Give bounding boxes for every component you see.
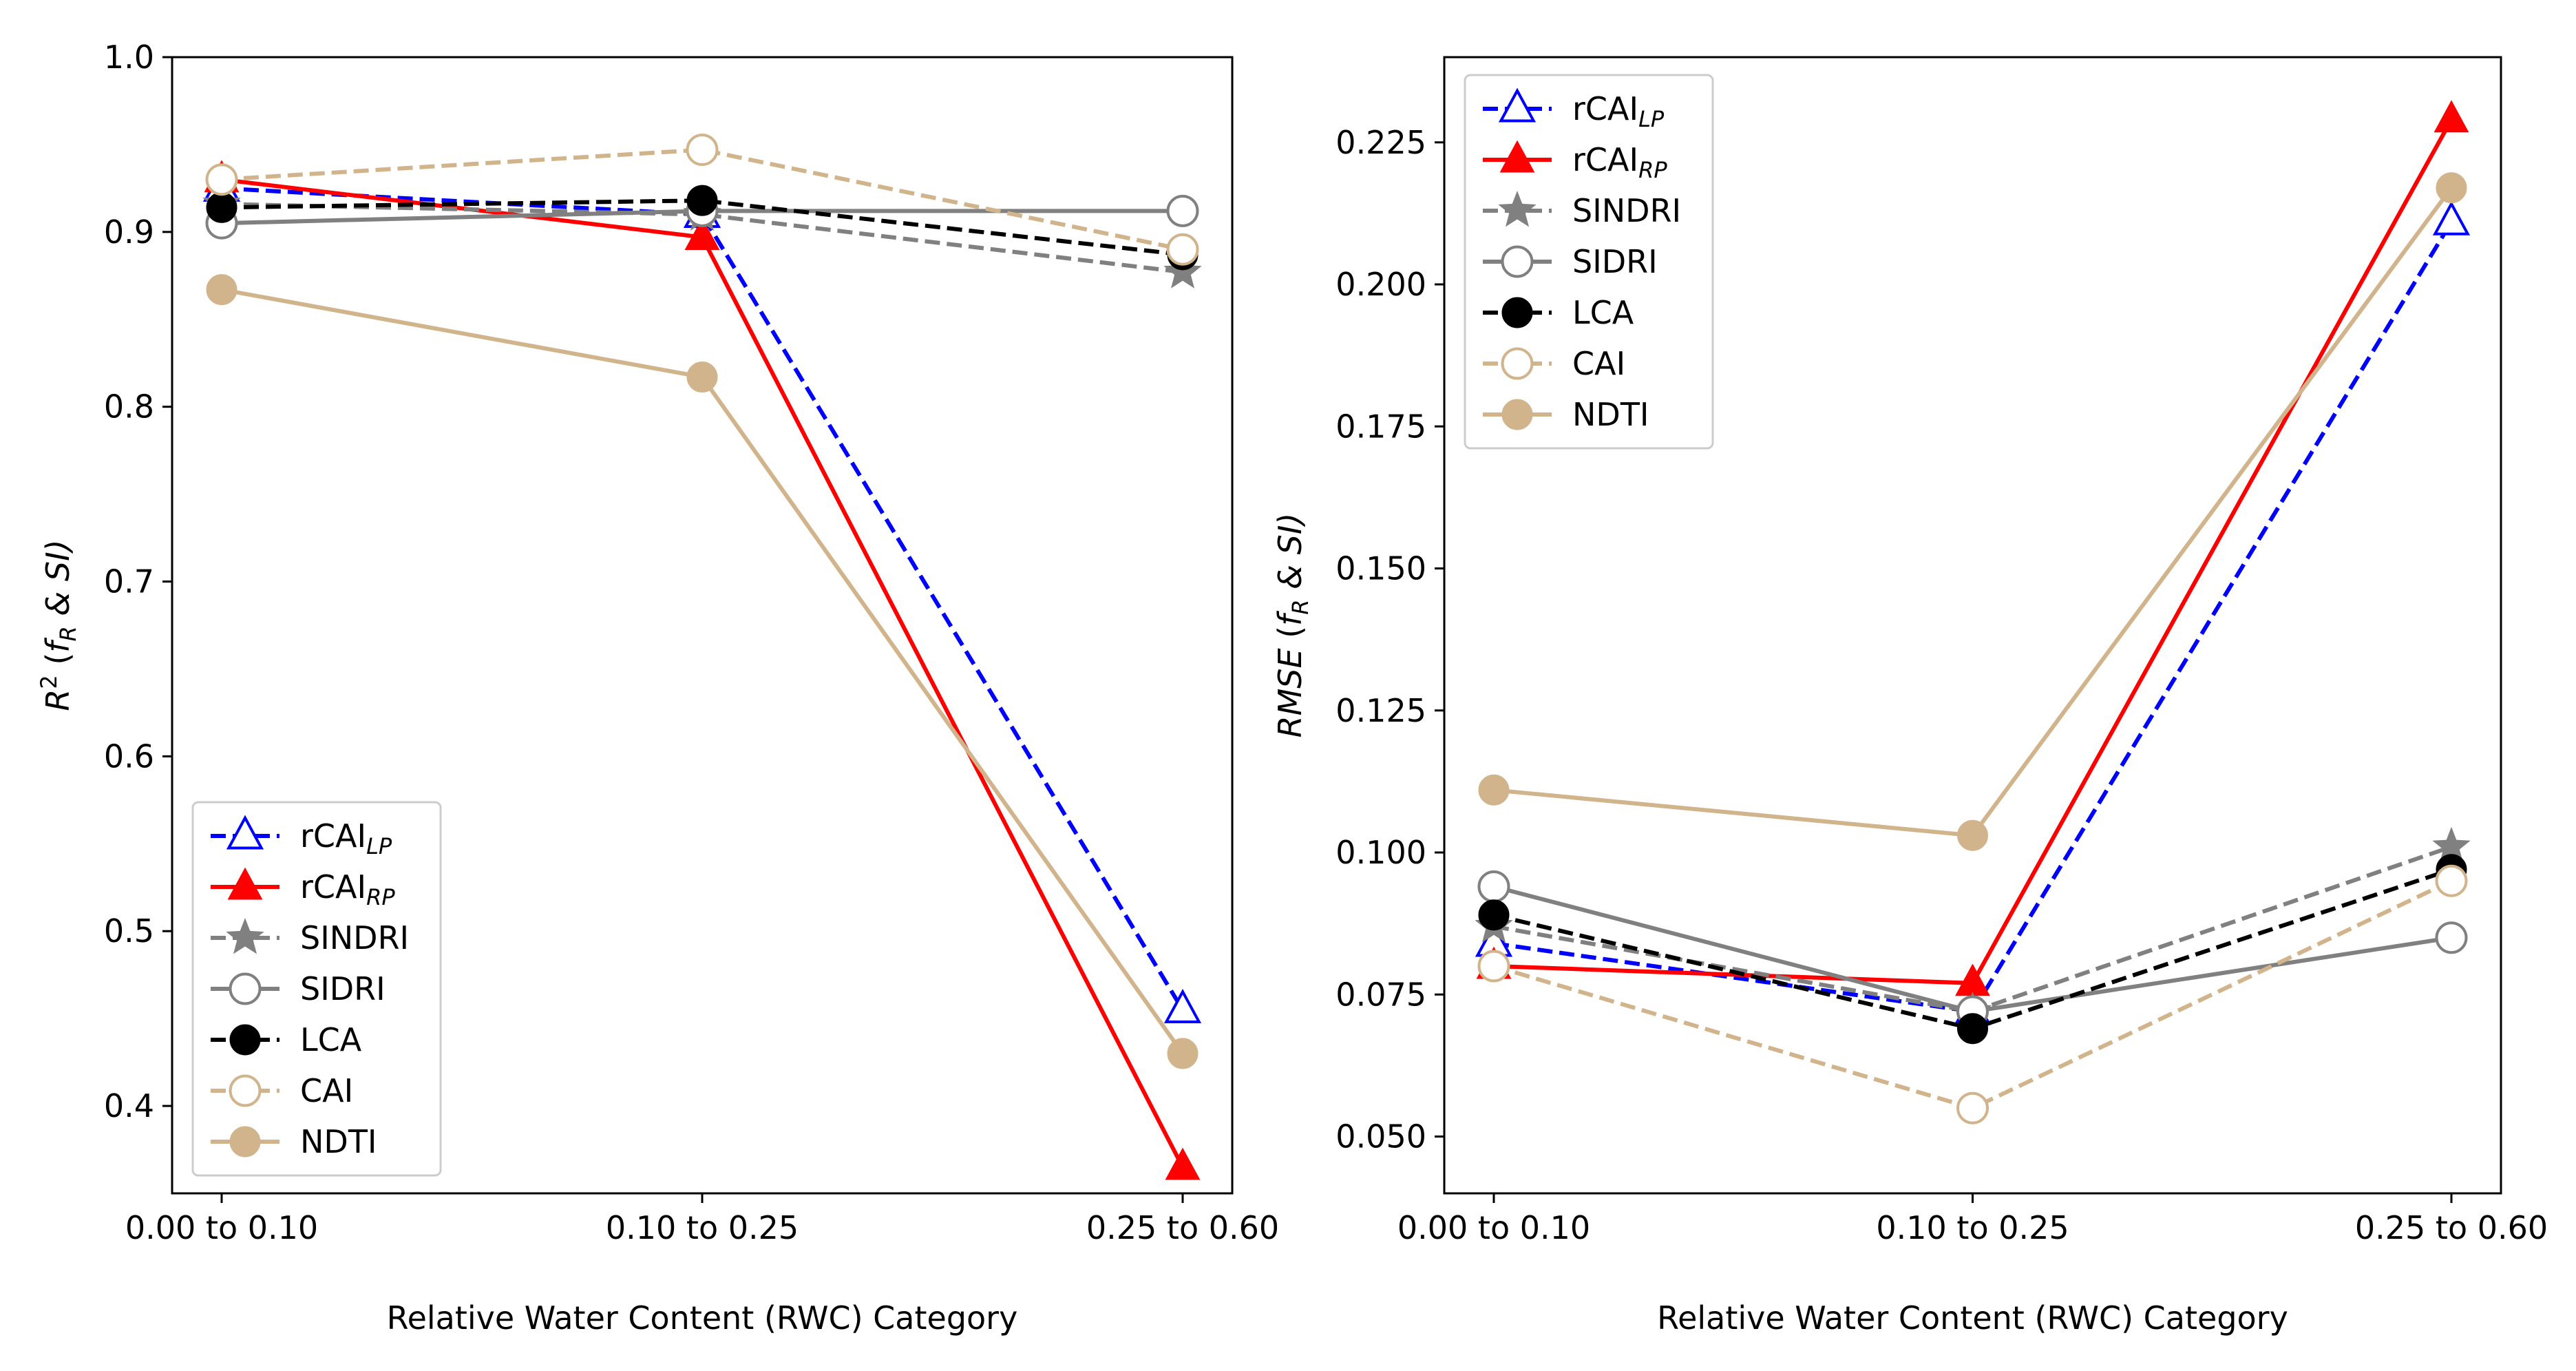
left-chart-r2: 0.4 0.5 0.6 0.7 0.8 0.9 1.0 0.00 to 0.10 0.10 to…	[36, 39, 1279, 1337]
legend-label: LCA	[1572, 294, 1634, 331]
series-cai	[1477, 864, 2468, 1124]
y-tick-label: 0.7	[104, 563, 154, 600]
data-point	[1957, 819, 1988, 851]
legend-swatch-marker	[1499, 140, 1535, 173]
right-chart-rmse: 0.050 0.075 0.100 0.125 0.150 0.175 0.200 0.225…	[1271, 56, 2548, 1337]
data-point	[1167, 1038, 1199, 1069]
legend-swatch-marker	[229, 972, 262, 1005]
x-tick-label: 0.25 to 0.60	[1086, 1209, 1279, 1246]
legend-swatch-marker	[227, 867, 263, 900]
data-point	[686, 185, 718, 216]
data-point	[2436, 172, 2467, 204]
legend-swatch-marker	[229, 1074, 262, 1107]
legend-swatch-marker	[1501, 297, 1533, 328]
data-point	[1163, 989, 1202, 1023]
data-point	[1956, 1091, 1989, 1124]
data-point	[686, 362, 718, 393]
y-tick-label: 0.125	[1335, 692, 1426, 729]
y-tick-label: 0.6	[104, 737, 154, 775]
legend: rCAILP rCAIRP SINDRI SIDRI LCA CAI NDTI	[1464, 74, 1714, 450]
y-tick-label: 0.050	[1335, 1118, 1426, 1155]
y-tick-label: 0.5	[104, 912, 154, 950]
legend-label: rCAILP	[1572, 90, 1665, 132]
data-point	[684, 218, 720, 250]
data-point	[206, 191, 237, 223]
legend-label: CAI	[1572, 345, 1625, 382]
series-ndti	[206, 274, 1199, 1069]
data-point	[1478, 899, 1510, 931]
legend-swatch-marker	[1501, 245, 1534, 278]
data-point	[1477, 870, 1510, 903]
legend-label: SINDRI	[300, 919, 409, 956]
y-axis-title: RMSE (fR & SI)	[1271, 513, 1313, 738]
y-tick-label: 0.175	[1335, 408, 1426, 445]
y-tick-label: 0.150	[1335, 550, 1426, 587]
series-cai	[205, 134, 1199, 266]
series-ndti	[1478, 172, 2467, 851]
data-point	[206, 274, 237, 306]
legend-label: rCAIRP	[300, 868, 395, 910]
series-line	[221, 147, 1183, 252]
legend-label: LCA	[300, 1021, 362, 1058]
legend-label: SIDRI	[300, 970, 386, 1007]
data-point	[1165, 1147, 1201, 1180]
data-point	[686, 134, 719, 167]
x-tick-label: 0.00 to 0.10	[125, 1209, 318, 1246]
legend-swatch-marker	[1501, 399, 1533, 430]
legend-swatch-marker	[229, 1126, 261, 1158]
data-point	[1166, 194, 1199, 227]
legend-label: NDTI	[1572, 396, 1649, 433]
y-tick-label: 0.225	[1335, 124, 1426, 161]
y-tick-label: 0.4	[104, 1087, 154, 1124]
data-point	[1163, 252, 1202, 289]
data-point	[2432, 200, 2471, 236]
legend-label: rCAIRP	[1572, 141, 1667, 183]
data-point	[205, 163, 238, 196]
legend-label: CAI	[300, 1072, 353, 1109]
legend-swatch-marker	[1498, 191, 1537, 227]
data-point	[1477, 950, 1510, 983]
x-tick-label: 0.25 to 0.60	[2355, 1209, 2548, 1246]
x-tick-label: 0.00 to 0.10	[1397, 1209, 1590, 1246]
data-point	[2434, 100, 2469, 133]
legend: rCAILP rCAIRP SINDRI SIDRI LCA CAI NDTI	[191, 801, 442, 1177]
y-tick-label: 0.9	[104, 213, 154, 251]
data-point	[1166, 233, 1199, 266]
x-tick-label: 0.10 to 0.25	[1876, 1209, 2069, 1246]
series-line	[1493, 220, 2453, 1014]
data-point	[1957, 1013, 1988, 1045]
y-tick-label: 1.0	[104, 39, 154, 76]
y-tick-label: 0.075	[1335, 976, 1426, 1013]
series-line	[221, 202, 1183, 275]
x-axis-title: Relative Water Content (RWC) Category	[387, 1299, 1018, 1337]
legend-swatch-marker	[226, 815, 264, 850]
legend-swatch-marker	[1498, 87, 1537, 123]
legend-label: SINDRI	[1572, 192, 1681, 229]
x-axis-title: Relative Water Content (RWC) Category	[1657, 1299, 2288, 1337]
legend-swatch-marker	[226, 918, 264, 954]
x-tick-label: 0.10 to 0.25	[606, 1209, 799, 1246]
y-tick-label: 0.100	[1335, 834, 1426, 871]
data-point	[2435, 921, 2468, 954]
legend-label: NDTI	[300, 1123, 377, 1160]
legend-label: SIDRI	[1572, 243, 1658, 280]
data-point	[2435, 864, 2468, 897]
y-tick-label: 0.8	[104, 388, 154, 426]
y-axis-title: R2 (fR & SI)	[36, 539, 81, 711]
y-tick-label: 0.200	[1335, 266, 1426, 303]
series-line	[221, 198, 1183, 257]
legend-label: rCAILP	[300, 817, 392, 859]
data-point	[1478, 774, 1510, 806]
legend-swatch-marker	[1501, 347, 1534, 380]
legend-swatch-marker	[229, 1024, 261, 1056]
